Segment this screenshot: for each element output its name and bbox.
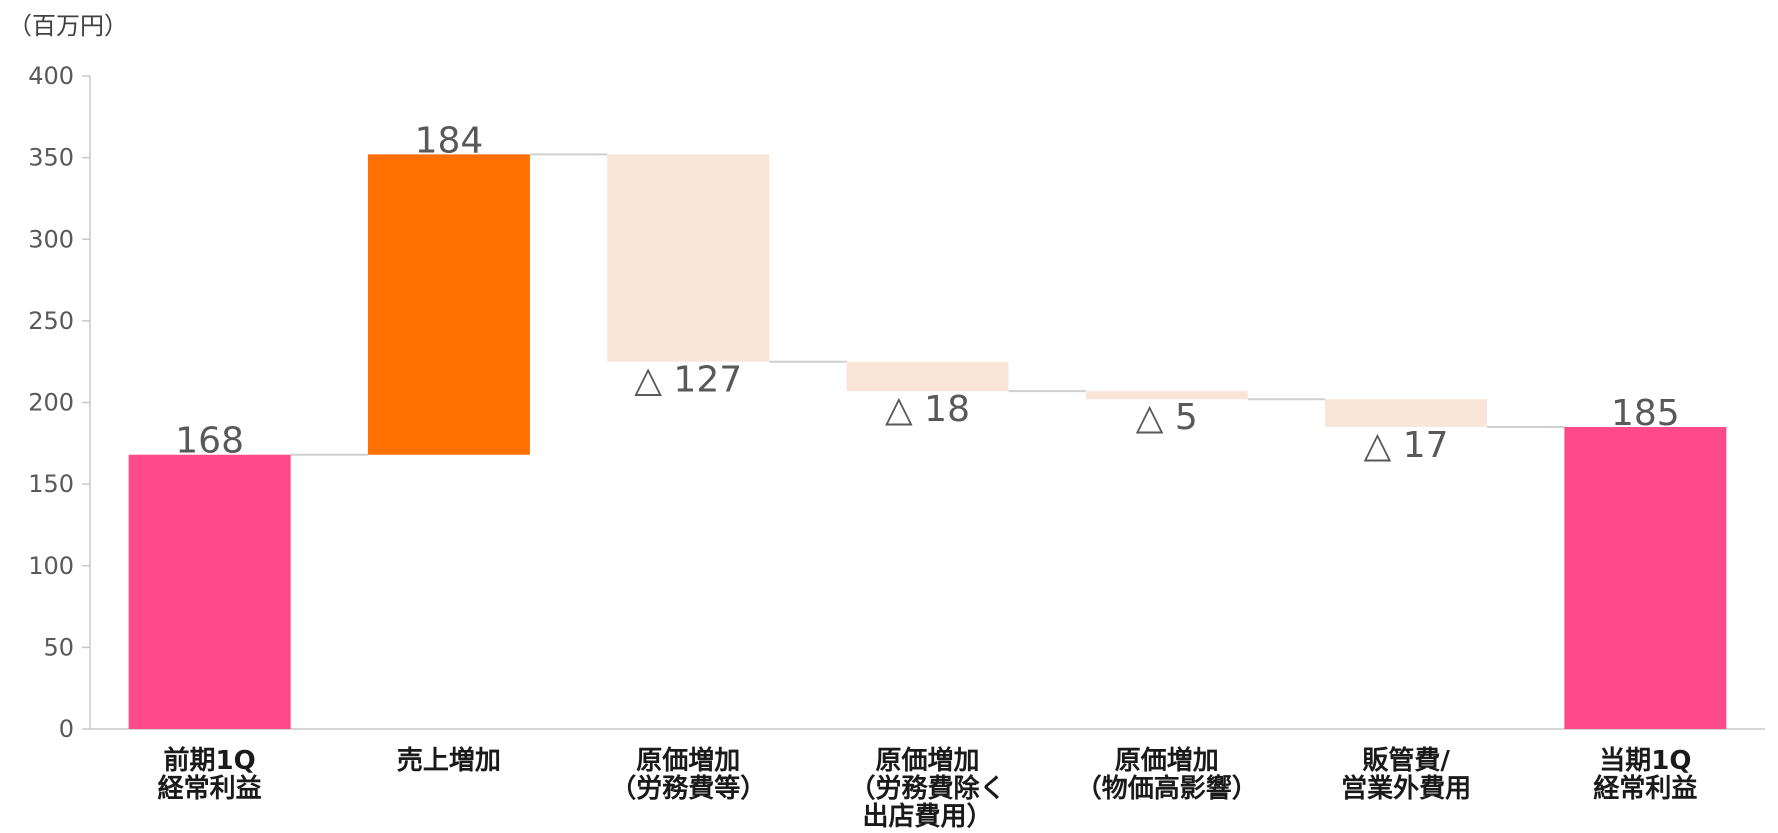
- category-label: 経常利益: [158, 773, 262, 804]
- data-label: △ 18: [885, 389, 970, 430]
- data-label: 184: [415, 120, 484, 161]
- category-label: 前期1Q: [164, 745, 256, 776]
- y-tick-label: 0: [59, 715, 74, 743]
- category-label: 販管費/: [1362, 746, 1450, 776]
- connector-lines: [290, 153, 1565, 456]
- y-tick-label: 50: [43, 633, 74, 661]
- category-label: 売上増加: [397, 746, 501, 776]
- category-label: 経常利益: [1593, 773, 1697, 804]
- bar-increase: [367, 154, 530, 455]
- unit-label: （百万円）: [8, 12, 128, 40]
- category-label: （労務費等）: [610, 773, 766, 804]
- bar-total: [128, 454, 291, 729]
- bar-decrease: [1085, 391, 1248, 400]
- bar-decrease: [607, 154, 770, 362]
- category-label: （物価高影響）: [1076, 773, 1258, 804]
- bars: [128, 154, 1727, 729]
- bar-decrease: [1325, 399, 1488, 427]
- category-label: 当期1Q: [1599, 746, 1691, 776]
- category-label: 原価増加: [875, 746, 979, 776]
- bar-decrease: [846, 361, 1009, 392]
- data-label: △ 5: [1136, 397, 1198, 438]
- y-tick-label: 200: [28, 389, 74, 417]
- y-tick-label: 100: [28, 552, 74, 580]
- y-tick-label: 300: [28, 225, 74, 253]
- y-tick-label: 400: [28, 62, 74, 90]
- bar-total: [1564, 426, 1727, 729]
- category-label: 出店費用）: [862, 802, 992, 832]
- category-label: （労務費除く: [849, 773, 1005, 804]
- data-label: 168: [175, 421, 244, 462]
- data-label: △ 17: [1364, 425, 1449, 466]
- y-tick-label: 350: [28, 144, 74, 172]
- data-label: △ 127: [634, 360, 742, 401]
- category-label: 原価増加: [1115, 746, 1219, 776]
- y-tick-label: 150: [28, 470, 74, 498]
- y-tick-label: 250: [28, 307, 74, 335]
- data-labels: 168 184 △ 127 △ 18 △ 5 △ 17 185: [175, 120, 1679, 466]
- y-axis: 0 50 100 150 200 250 300 350 400: [28, 62, 1765, 743]
- category-label: 原価増加: [636, 746, 740, 776]
- data-label: 185: [1611, 393, 1680, 434]
- category-label: 営業外費用: [1341, 774, 1471, 804]
